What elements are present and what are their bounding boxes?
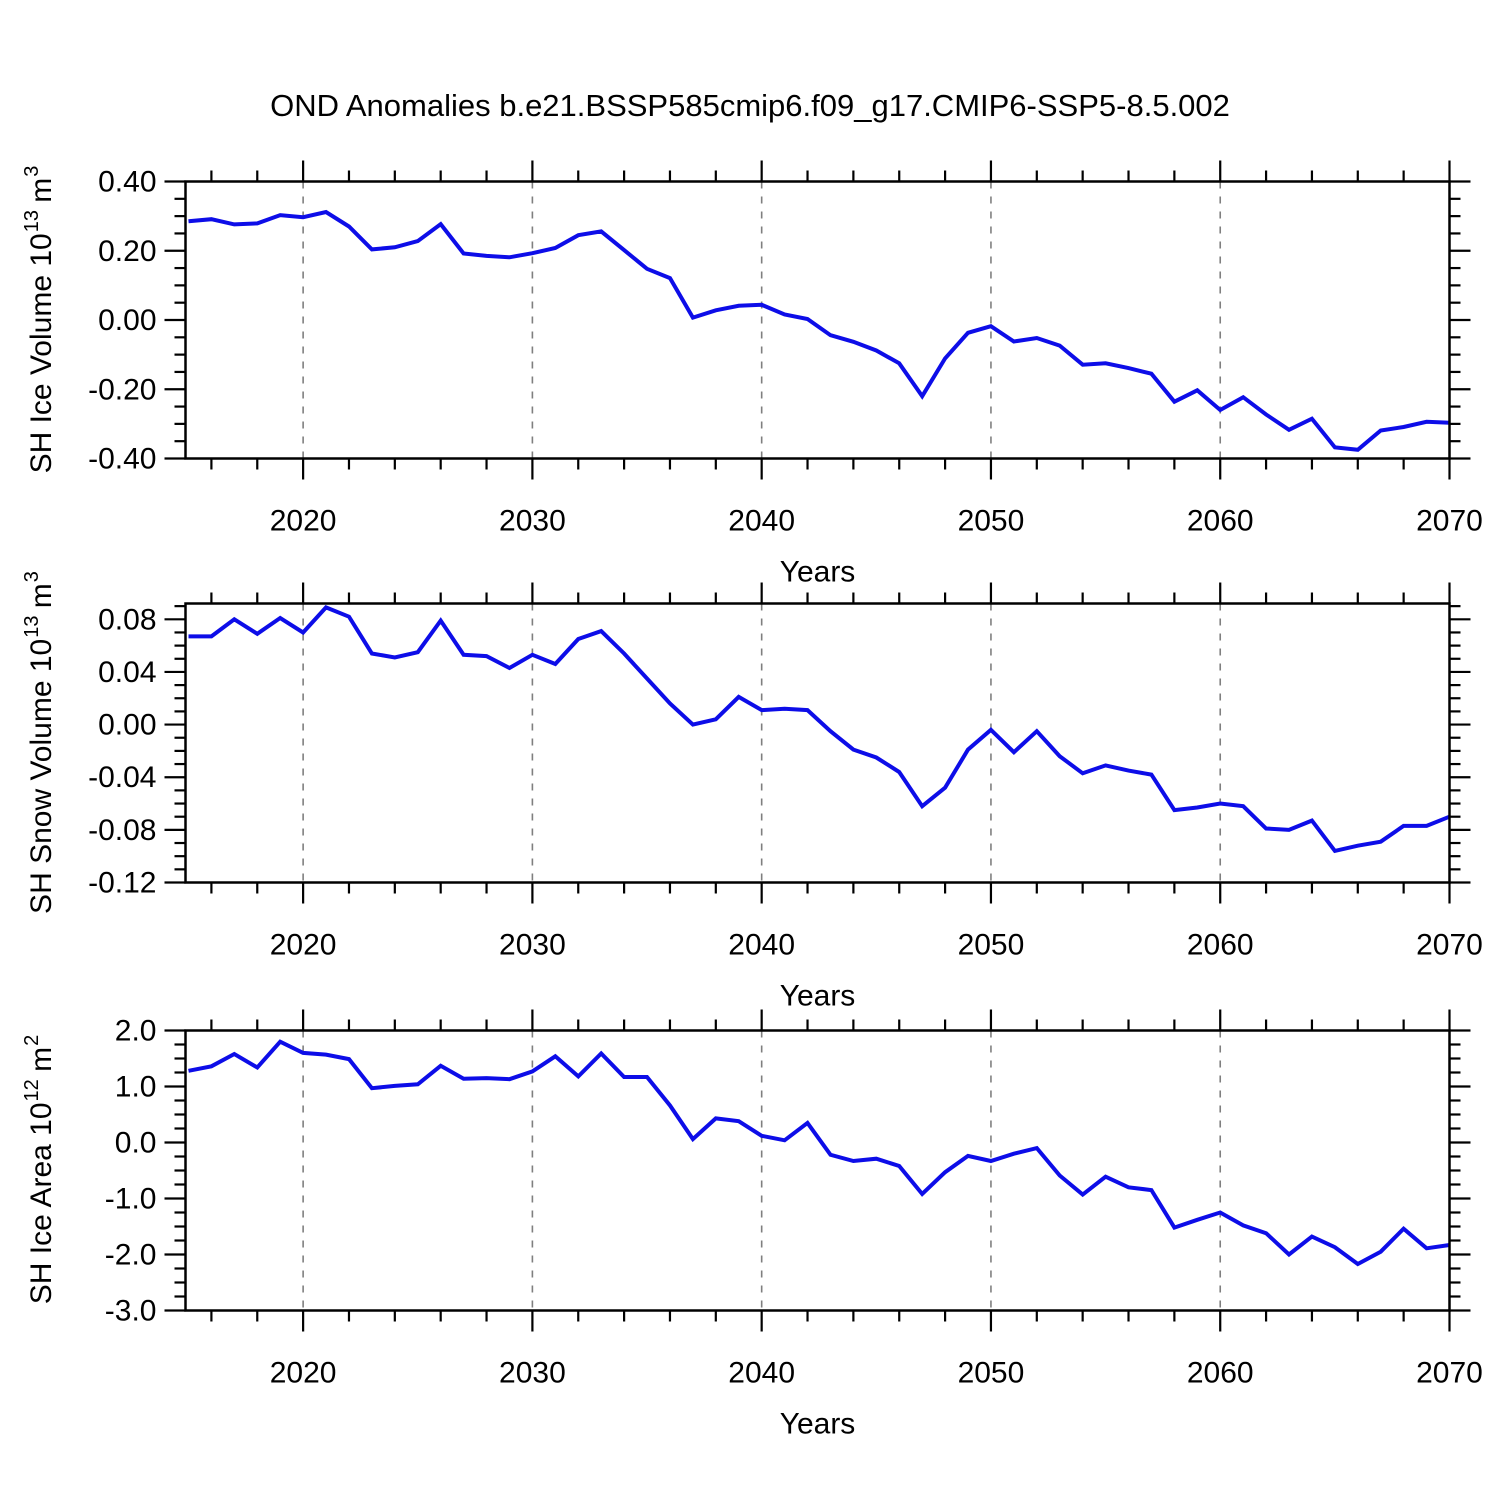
x-tick-label: 2070: [1416, 505, 1483, 538]
x-tick-label: 2050: [958, 505, 1025, 538]
y-tick-label: -0.20: [88, 373, 156, 406]
y-tick-label: 1.0: [115, 1071, 157, 1104]
y-tick-label: -0.40: [88, 443, 156, 476]
y-tick-label: 0.0: [115, 1127, 157, 1160]
x-tick-label: 2050: [958, 1357, 1025, 1390]
y-tick-label: 0.40: [98, 166, 156, 199]
y-tick-label: -0.08: [88, 814, 156, 847]
series-line: [188, 209, 1450, 452]
y-tick-label: -0.04: [88, 761, 156, 794]
panel-middle: 2020 2030 2040 2050 2060 2070 0.08 0.04 0.00 -0.0…: [88, 582, 1483, 1013]
y-tick-label: 0.00: [98, 304, 156, 337]
y-tick-label: 0.00: [98, 709, 156, 742]
plot-frame: [184, 602, 1451, 884]
y-tick-label: 0.08: [98, 603, 156, 636]
x-axis-title: Years: [780, 980, 856, 1013]
x-tick-label: 2030: [499, 929, 566, 962]
x-tick-label: 2030: [499, 505, 566, 538]
y-tick-label: -3.0: [105, 1295, 157, 1328]
series-line: [188, 1039, 1450, 1267]
x-axis-title: Years: [780, 1408, 856, 1441]
y-tick-label: -0.12: [88, 867, 156, 900]
x-axis-title: Years: [780, 556, 856, 589]
plot-frame: [184, 180, 1451, 460]
x-tick-label: 2040: [728, 929, 795, 962]
panel-top: 2020 2030 2040 2050 2060 2070 0.40 0.20 0.00 -0.2…: [88, 160, 1483, 589]
y-tick-label: 0.04: [98, 656, 156, 689]
x-tick-label: 2020: [270, 929, 337, 962]
y-tick-label: -1.0: [105, 1183, 157, 1216]
x-tick-label: 2020: [270, 1357, 337, 1390]
x-tick-label: 2060: [1187, 929, 1254, 962]
x-tick-label: 2060: [1187, 505, 1254, 538]
series-line: [188, 605, 1451, 854]
x-tick-label: 2050: [958, 929, 1025, 962]
x-tick-label: 2040: [728, 505, 795, 538]
x-tick-label: 2060: [1187, 1357, 1254, 1390]
x-tick-label: 2070: [1416, 1357, 1483, 1390]
panel-bottom: 2020 2030 2040 2050 2060 2070 2.0 1.0 0.0 -1.0 -2.…: [105, 1009, 1483, 1441]
y-tick-label: 0.20: [98, 235, 156, 268]
x-tick-label: 2040: [728, 1357, 795, 1390]
y-tick-label: 2.0: [115, 1015, 157, 1048]
x-tick-label: 2030: [499, 1357, 566, 1390]
x-tick-label: 2020: [270, 505, 337, 538]
plot-frame: [184, 1029, 1451, 1312]
x-tick-label: 2070: [1416, 929, 1483, 962]
chart-title: OND Anomalies b.e21.BSSP585cmip6.f09_g17…: [270, 88, 1230, 123]
y-tick-label: -2.0: [105, 1239, 157, 1272]
